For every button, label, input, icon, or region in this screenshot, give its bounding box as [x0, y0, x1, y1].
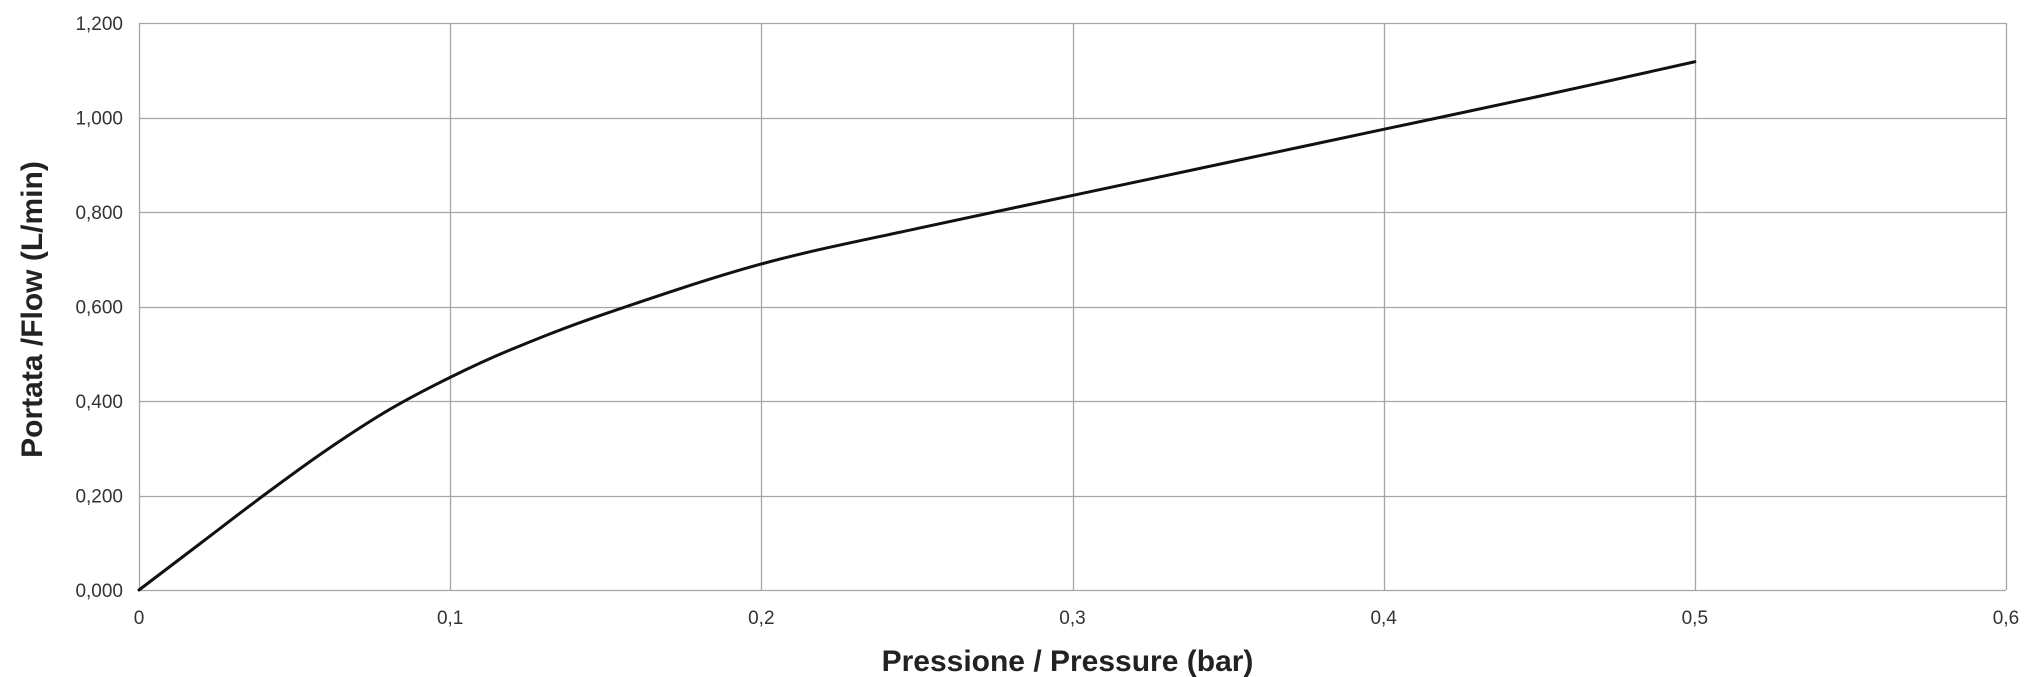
y-tick-label: 0,000 [75, 581, 123, 602]
x-tick-label: 0,6 [1993, 608, 2019, 629]
grid [138, 22, 2008, 592]
x-tick-label: 0,2 [748, 608, 774, 629]
series-layer [137, 60, 1697, 592]
y-axis-title: Portata /Flow (L/min) [16, 161, 49, 458]
x-tick-label: 0,5 [1682, 608, 1708, 629]
y-tick-label: 0,400 [75, 392, 123, 413]
x-tick-label: 0,4 [1370, 608, 1397, 629]
y-tick-label: 0,800 [75, 203, 123, 224]
x-tick-label: 0,1 [437, 608, 463, 629]
y-tick-label: 0,600 [75, 298, 123, 319]
y-tick-label: 1,000 [75, 109, 123, 130]
y-tick-label: 1,200 [75, 14, 123, 35]
x-tick-labels: 0 0,1 0,2 0,3 0,4 0,5 0,6 [134, 608, 2020, 629]
y-tick-labels: 0,000 0,200 0,400 0,600 0,800 1,000 1,200 [75, 14, 123, 602]
series-line [137, 60, 1697, 592]
y-tick-label: 0,200 [75, 487, 123, 508]
x-tick-label: 0,3 [1059, 608, 1085, 629]
x-axis-title: Pressione / Pressure (bar) [882, 645, 1254, 677]
x-tick-label: 0 [134, 608, 145, 629]
